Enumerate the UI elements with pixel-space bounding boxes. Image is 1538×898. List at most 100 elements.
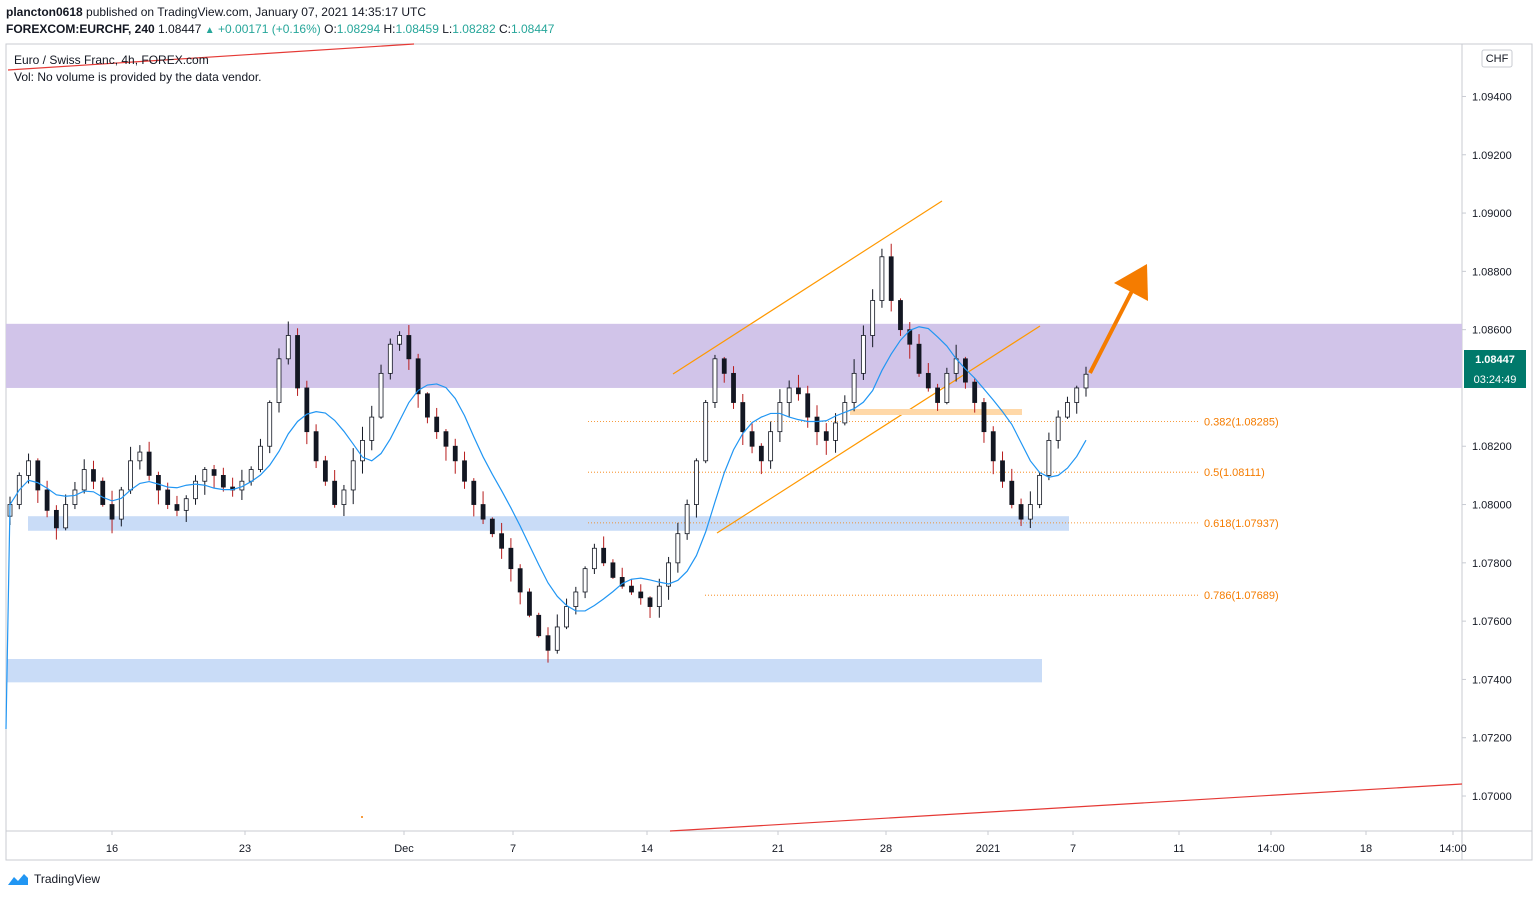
candle-body[interactable] (26, 460, 31, 476)
candle-body[interactable] (786, 387, 792, 403)
candle-body[interactable] (452, 445, 458, 462)
candle-body[interactable] (610, 562, 616, 578)
candle-body[interactable] (220, 474, 226, 488)
candle-body[interactable] (749, 431, 755, 447)
candle-body[interactable] (870, 300, 876, 336)
candle-body[interactable] (1074, 387, 1080, 403)
candle-body[interactable] (647, 597, 653, 607)
candle-body[interactable] (322, 460, 328, 482)
price-chart[interactable]: 0.382(1.08285) 0.5(1.08111) 0.618(1.07937)… (0, 0, 1538, 868)
candle-body[interactable] (944, 372, 950, 403)
candle-body[interactable] (332, 480, 338, 505)
candle-body[interactable] (1046, 440, 1052, 476)
currency-button[interactable]: CHF (1481, 49, 1513, 68)
candle-body[interactable] (619, 577, 625, 587)
candle-body[interactable] (851, 372, 857, 403)
candle-body[interactable] (916, 343, 922, 374)
candle-body[interactable] (1018, 504, 1024, 520)
candle-body[interactable] (666, 562, 671, 587)
candle-body[interactable] (304, 387, 310, 433)
candle-body[interactable] (1009, 480, 1015, 505)
candle-body[interactable] (174, 504, 180, 511)
candle-body[interactable] (267, 402, 273, 447)
candle-body[interactable] (833, 422, 838, 441)
candle-body[interactable] (573, 591, 579, 607)
candle-body[interactable] (425, 393, 430, 418)
candle-body[interactable] (823, 431, 829, 441)
candle-body[interactable] (545, 635, 551, 651)
candle-body[interactable] (1055, 416, 1061, 441)
candle-body[interactable] (1037, 474, 1043, 505)
candle-body[interactable] (777, 402, 783, 433)
candle-body[interactable] (601, 547, 607, 564)
candle-body[interactable] (81, 469, 87, 491)
candle-body[interactable] (731, 372, 736, 403)
candle-body[interactable] (471, 480, 477, 505)
candle-body[interactable] (183, 498, 189, 511)
candle-body[interactable] (406, 335, 412, 360)
candle-body[interactable] (341, 489, 347, 505)
candle-body[interactable] (712, 358, 718, 403)
candle-body[interactable] (591, 547, 597, 570)
trendline-bottom[interactable] (669, 783, 1463, 832)
retest-zone[interactable] (850, 409, 1022, 415)
candle-body[interactable] (369, 416, 375, 441)
channel-lower-line[interactable] (716, 325, 1041, 534)
candle-body[interactable] (638, 591, 644, 599)
candle-body[interactable] (313, 431, 319, 462)
candle-body[interactable] (146, 451, 152, 476)
candle-body[interactable] (248, 469, 254, 482)
candle-body[interactable] (656, 585, 662, 607)
candle-body[interactable] (740, 402, 746, 433)
candle-body[interactable] (44, 489, 50, 511)
candle-body[interactable] (35, 460, 41, 491)
symbol-label[interactable]: FOREXCOM:EURCHF, 240 (6, 22, 155, 36)
candle-body[interactable] (109, 504, 115, 520)
candle-body[interactable] (91, 469, 96, 482)
candle-body[interactable] (165, 489, 171, 505)
candle-body[interactable] (1000, 460, 1005, 482)
tradingview-footer[interactable]: TradingView (6, 871, 100, 887)
time-axis[interactable]: 16 23 Dec 7 14 21 28 2021 7 11 14:00 18 14:00 (106, 831, 1467, 855)
candle-body[interactable] (137, 451, 143, 462)
candle-body[interactable] (796, 387, 801, 395)
candle-body[interactable] (397, 335, 402, 345)
candle-body[interactable] (1027, 504, 1033, 520)
candle-body[interactable] (925, 372, 931, 389)
candle-body[interactable] (935, 387, 940, 403)
candle-body[interactable] (860, 335, 866, 374)
publisher-name[interactable]: plancton0618 (6, 5, 83, 19)
candle-body[interactable] (285, 335, 291, 360)
support-zone-lower[interactable] (6, 659, 1042, 683)
trendline-top[interactable] (7, 43, 415, 71)
candle-body[interactable] (768, 431, 774, 462)
candle-body[interactable] (805, 393, 811, 418)
candle-body[interactable] (536, 614, 542, 637)
candle-body[interactable] (258, 445, 263, 470)
candle-body[interactable] (434, 416, 440, 433)
candle-body[interactable] (202, 469, 208, 482)
candle-body[interactable] (128, 460, 133, 491)
candle-body[interactable] (554, 626, 560, 651)
candle-body[interactable] (888, 256, 894, 301)
candle-body[interactable] (907, 329, 913, 345)
candle-body[interactable] (721, 358, 727, 374)
candle-body[interactable] (1083, 373, 1089, 389)
candle-body[interactable] (350, 460, 356, 491)
candle-body[interactable] (415, 358, 421, 395)
candle-body[interactable] (629, 585, 634, 593)
candle-body[interactable] (703, 402, 709, 462)
candle-body[interactable] (193, 480, 198, 500)
candle-body[interactable] (694, 460, 699, 505)
candle-body[interactable] (990, 431, 996, 462)
candle-body[interactable] (118, 489, 124, 520)
candle-body[interactable] (898, 300, 903, 331)
candle-body[interactable] (63, 504, 69, 529)
candle-body[interactable] (295, 335, 300, 389)
candle-body[interactable] (489, 518, 495, 535)
candle-body[interactable] (814, 416, 820, 433)
candle-body[interactable] (564, 606, 569, 628)
candle-body[interactable] (211, 469, 217, 476)
candle-body[interactable] (517, 568, 523, 593)
candle-body[interactable] (684, 504, 690, 535)
